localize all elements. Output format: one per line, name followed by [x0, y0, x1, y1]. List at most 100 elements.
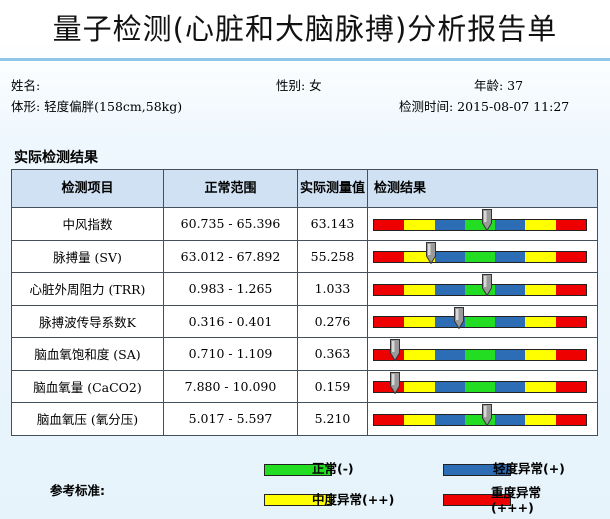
cell-result: [367, 369, 598, 403]
severity-segment: [374, 349, 405, 360]
header-range: 正常范围: [163, 169, 298, 208]
severity-segment: [555, 382, 586, 393]
value-marker-icon: [482, 209, 493, 231]
severity-bar: [373, 251, 587, 264]
severity-segment: [434, 382, 465, 393]
severity-segment: [434, 252, 465, 263]
severity-segment: [555, 317, 586, 328]
severity-segment: [464, 219, 496, 230]
severity-segment: [404, 317, 435, 328]
patient-body-type: 体形: 轻度偏胖(158cm,58kg): [11, 99, 183, 114]
cell-item: 脉搏波传导系数K: [11, 304, 164, 338]
cell-item: 脑血氧量 (CaCO2): [11, 369, 164, 403]
results-table: 检测项目 正常范围 实际测量值 检测结果 中风指数 60.735 - 65.396…: [11, 169, 598, 436]
severity-segment: [555, 252, 586, 263]
cell-result: [367, 304, 598, 338]
severity-segment: [434, 284, 465, 295]
severity-bar: [373, 413, 587, 426]
cell-item: 脑血氧饱和度 (SA): [11, 337, 164, 371]
severity-segment: [374, 219, 405, 230]
cell-range: 0.316 - 0.401: [163, 304, 298, 338]
legend-swatch-normal: [264, 464, 332, 476]
cell-value: 1.033: [297, 272, 368, 306]
legend-title: 参考标准:: [50, 483, 105, 498]
severity-segment: [374, 414, 405, 425]
cell-result: [367, 402, 598, 436]
table-row: 脑血氧量 (CaCO2) 7.880 - 10.090 0.159: [11, 369, 598, 403]
severity-segment: [525, 349, 556, 360]
severity-segment: [555, 284, 586, 295]
severity-segment: [374, 382, 405, 393]
cell-range: 5.017 - 5.597: [163, 402, 298, 436]
severity-bar: [373, 283, 587, 296]
severity-segment: [495, 349, 526, 360]
header-value: 实际测量值: [297, 169, 368, 208]
legend-label-mild: 轻度异常(+): [493, 461, 565, 476]
severity-segment: [464, 252, 496, 263]
table-row: 脉搏波传导系数K 0.316 - 0.401 0.276: [11, 304, 598, 338]
severity-segment: [434, 219, 465, 230]
legend-swatch-severe: [443, 494, 511, 506]
cell-item: 脑血氧压 (氧分压): [11, 402, 164, 436]
title-divider: [0, 58, 610, 61]
legend-label-severe: 重度异常(+++): [491, 485, 542, 515]
cell-result: [367, 272, 598, 306]
severity-segment: [464, 382, 496, 393]
header-result: 检测结果: [367, 169, 598, 208]
severity-segment: [495, 414, 526, 425]
value-marker-icon: [426, 241, 437, 264]
severity-segment: [525, 252, 556, 263]
cell-value: 0.159: [297, 369, 368, 403]
severity-segment: [495, 382, 526, 393]
patient-age: 年龄: 37: [474, 78, 524, 93]
legend-swatch-moderate: [264, 494, 332, 506]
value-marker-icon: [482, 404, 493, 426]
severity-segment: [464, 349, 496, 360]
legend-label-moderate: 中度异常(++): [312, 492, 395, 507]
severity-segment: [374, 252, 405, 263]
cell-item: 脉搏量 (SV): [11, 239, 164, 273]
value-marker-icon: [390, 371, 401, 394]
value-marker-icon: [453, 306, 464, 329]
severity-segment: [434, 349, 465, 360]
severity-segment: [525, 317, 556, 328]
report-title: 量子检测(心脏和大脑脉搏)分析报告单: [52, 12, 558, 46]
severity-bar: [373, 218, 587, 231]
severity-bar: [373, 316, 587, 329]
severity-segment: [495, 219, 526, 230]
table-row: 脑血氧饱和度 (SA) 0.710 - 1.109 0.363: [11, 337, 598, 371]
patient-gender: 性别: 女: [276, 78, 322, 93]
severity-segment: [374, 284, 405, 295]
severity-segment: [464, 317, 496, 328]
table-row: 心脏外周阻力 (TRR) 0.983 - 1.265 1.033: [11, 272, 598, 306]
cell-result: [367, 207, 598, 241]
legend-label-normal: 正常(-): [312, 461, 354, 476]
severity-bar: [373, 348, 587, 361]
table-row: 中风指数 60.735 - 65.396 63.143: [11, 207, 598, 241]
cell-range: 63.012 - 67.892: [163, 239, 298, 273]
severity-segment: [434, 414, 465, 425]
cell-value: 55.258: [297, 239, 368, 273]
table-header-row: 检测项目 正常范围 实际测量值 检测结果: [11, 169, 598, 208]
cell-result: [367, 337, 598, 371]
severity-segment: [404, 349, 435, 360]
value-marker-icon: [390, 339, 401, 361]
severity-bar: [373, 381, 587, 394]
cell-item: 中风指数: [11, 207, 164, 241]
severity-segment: [555, 414, 586, 425]
severity-segment: [404, 219, 435, 230]
cell-range: 0.710 - 1.109: [163, 337, 298, 371]
severity-segment: [495, 317, 526, 328]
severity-segment: [464, 414, 496, 425]
severity-segment: [404, 382, 435, 393]
cell-range: 60.735 - 65.396: [163, 207, 298, 241]
table-row: 脑血氧压 (氧分压) 5.017 - 5.597 5.210: [11, 402, 598, 436]
test-time: 检测时间: 2015-08-07 11:27: [399, 99, 570, 114]
severity-segment: [404, 414, 435, 425]
severity-segment: [525, 382, 556, 393]
severity-segment: [495, 284, 526, 295]
cell-range: 7.880 - 10.090: [163, 369, 298, 403]
severity-segment: [525, 219, 556, 230]
header-item: 检测项目: [11, 169, 164, 208]
cell-value: 0.363: [297, 337, 368, 371]
